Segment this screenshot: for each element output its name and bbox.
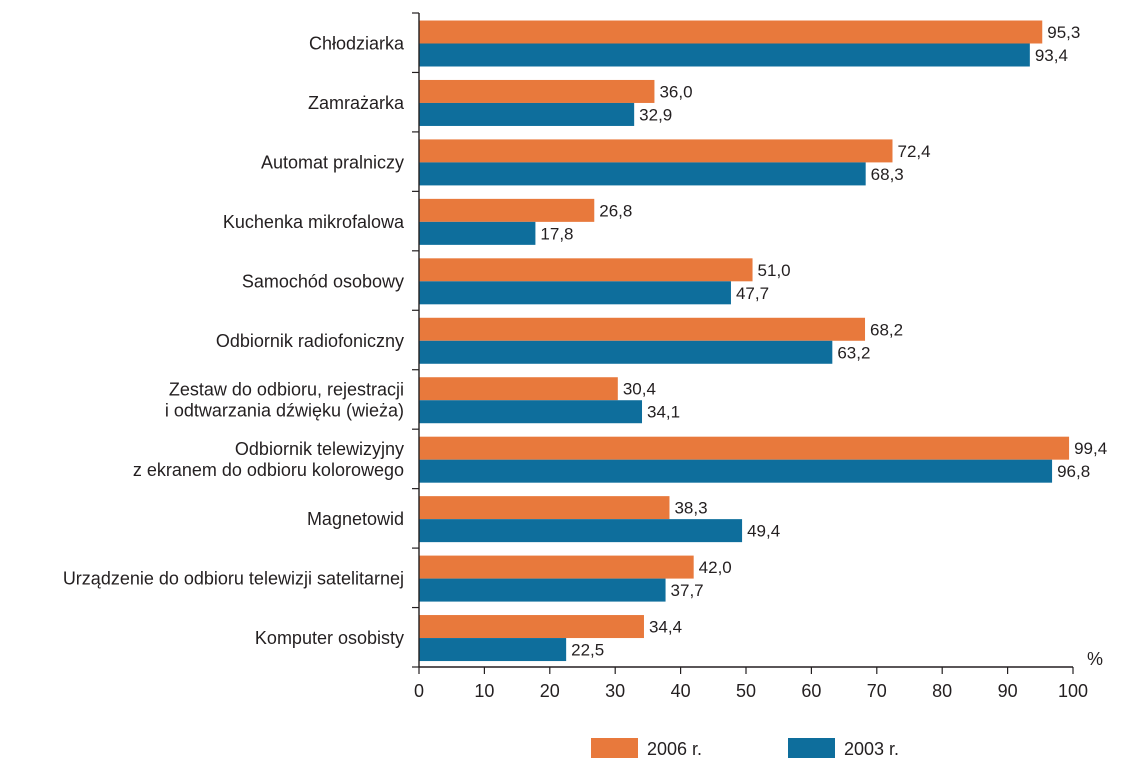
bar-series1-7 [419, 436, 1070, 460]
data-label-series1-10: 34,4 [649, 618, 682, 637]
data-label-series2-7: 96,8 [1057, 462, 1090, 481]
bar-series2-5 [419, 340, 833, 364]
bar-series2-7 [419, 459, 1053, 483]
category-label-9: Urządzenie do odbioru telewizji satelita… [63, 569, 404, 589]
category-label-0: Chłodziarka [309, 34, 405, 54]
category-label-6: Zestaw do odbioru, rejestracji i odtwarza… [165, 380, 404, 421]
bar-series1-3 [419, 198, 595, 222]
data-label-series1-3: 26,8 [599, 201, 632, 220]
category-label-1: Zamrażarka [308, 93, 405, 113]
category-label-2: Automat pralniczy [261, 152, 404, 172]
bar-series1-0 [419, 20, 1043, 44]
x-tick-label-8: 80 [932, 681, 952, 701]
x-tick-label-10: 100 [1058, 681, 1088, 701]
data-label-series2-8: 49,4 [747, 522, 780, 541]
data-label-series1-8: 38,3 [674, 499, 707, 518]
category-label-3: Kuchenka mikrofalowa [223, 212, 405, 232]
bar-series2-6 [419, 400, 643, 424]
bar-series1-10 [419, 615, 644, 639]
x-tick-label-9: 90 [998, 681, 1018, 701]
data-label-series2-6: 34,1 [647, 403, 680, 422]
labels-layer: 95,3 93,4 Chłodziarka 36,0 32,9 Zamrażarka 72,… [63, 23, 1107, 660]
category-label-4: Samochód osobowy [242, 271, 404, 291]
x-tick-label-4: 40 [671, 681, 691, 701]
legend-label-series1: 2006 r. [647, 739, 702, 758]
data-label-series1-6: 30,4 [623, 380, 656, 399]
bar-series2-2 [419, 162, 866, 186]
category-label-5: Odbiornik radiofoniczny [216, 331, 404, 351]
legend-swatch-series2 [788, 738, 835, 758]
bar-series1-9 [419, 555, 694, 579]
data-label-series1-9: 42,0 [699, 558, 732, 577]
data-label-series2-4: 47,7 [736, 284, 769, 303]
bar-series1-5 [419, 317, 866, 341]
x-tick-label-1: 10 [474, 681, 494, 701]
category-label-10: Komputer osobisty [255, 628, 404, 648]
category-label-7: Odbiornik telewizyjny z ekranem do odbior… [133, 439, 404, 480]
axis-layer: 0 10 20 30 40 50 60 70 80 90 100% [412, 12, 1103, 701]
x-tick-label-5: 50 [736, 681, 756, 701]
x-tick-label-3: 30 [605, 681, 625, 701]
legend-swatch-series1 [591, 738, 638, 758]
bar-series1-6 [419, 377, 618, 401]
bar-series1-2 [419, 139, 893, 163]
legend: 2006 r. 2003 r. [591, 738, 899, 759]
x-tick-label-6: 60 [801, 681, 821, 701]
bars-layer [419, 20, 1070, 662]
data-label-series2-1: 32,9 [639, 105, 672, 124]
data-label-series1-4: 51,0 [758, 261, 791, 280]
data-label-series1-0: 95,3 [1047, 23, 1080, 42]
legend-label-series2: 2003 r. [844, 739, 899, 758]
data-label-series2-0: 93,4 [1035, 46, 1068, 65]
data-label-series1-1: 36,0 [659, 82, 692, 101]
data-label-series2-5: 63,2 [837, 343, 870, 362]
data-label-series1-5: 68,2 [870, 320, 903, 339]
data-label-series1-7: 99,4 [1074, 439, 1107, 458]
bar-series1-4 [419, 258, 753, 282]
bar-series2-1 [419, 102, 635, 126]
bar-series2-9 [419, 578, 666, 602]
category-label-8: Magnetowid [307, 509, 404, 529]
data-label-series2-3: 17,8 [540, 224, 573, 243]
data-label-series2-10: 22,5 [571, 641, 604, 660]
x-tick-label-2: 20 [540, 681, 560, 701]
x-axis-unit-label: % [1087, 649, 1103, 669]
bar-series2-8 [419, 519, 743, 543]
bar-series2-0 [419, 43, 1030, 67]
bar-series2-3 [419, 221, 536, 245]
bar-series1-8 [419, 496, 670, 520]
bar-series1-1 [419, 79, 655, 103]
bar-series2-10 [419, 638, 567, 662]
x-tick-label-0: 0 [414, 681, 424, 701]
x-tick-label-7: 70 [867, 681, 887, 701]
bar-series2-4 [419, 281, 731, 305]
data-label-series2-2: 68,3 [871, 165, 904, 184]
data-label-series2-9: 37,7 [671, 581, 704, 600]
data-label-series1-2: 72,4 [897, 142, 930, 161]
